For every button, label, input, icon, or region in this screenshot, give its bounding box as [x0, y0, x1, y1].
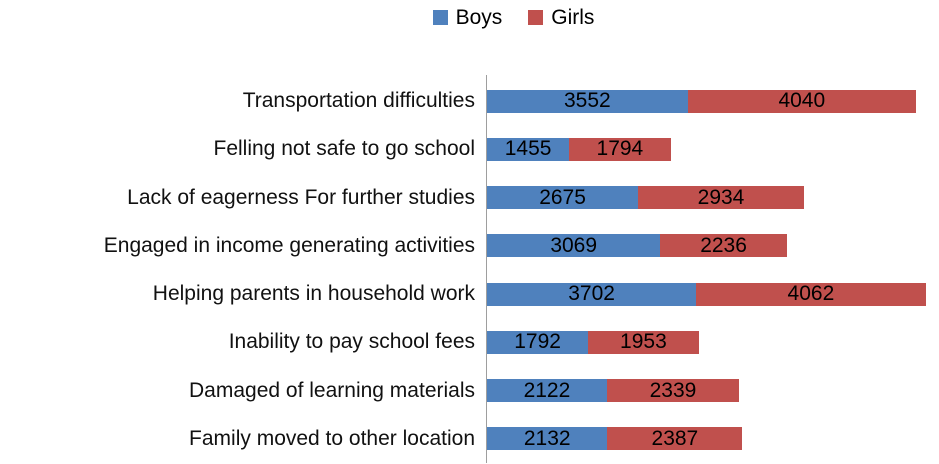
bar-segment-boys: 3702 — [487, 282, 697, 306]
category-label: Transportation difficulties — [242, 89, 475, 113]
bar-segment-boys: 3069 — [487, 233, 661, 258]
bar-track: 3069 2236 — [487, 233, 939, 258]
category-row: Engaged in income generating activities … — [0, 222, 939, 270]
category-label: Helping parents in household work — [152, 282, 475, 306]
bar-value-label: 2122 — [523, 378, 571, 402]
plot-area: Transportation difficulties 3552 4040 Fel… — [0, 77, 939, 463]
bar-value-label: 2934 — [697, 185, 745, 209]
bar-value-label: 1953 — [620, 330, 667, 354]
category-row: Inability to pay school fees 1792 1953 — [0, 318, 939, 366]
bar-track: 1455 1794 — [487, 137, 939, 161]
bar-segment-boys: 1792 — [487, 330, 589, 354]
category-label: Lack of eagerness For further studies — [127, 185, 475, 209]
category-row: Lack of eagerness For further studies 26… — [0, 174, 939, 222]
bar-value-label: 3702 — [568, 282, 615, 306]
bar-segment-boys: 1455 — [487, 137, 570, 161]
category-label: Damaged of learning materials — [189, 378, 475, 402]
category-row: Family moved to other location 2132 2387 — [0, 415, 939, 463]
legend-swatch-icon — [432, 10, 448, 25]
bar-segment-boys: 2675 — [487, 185, 639, 210]
bar-segment-girls: 2934 — [638, 185, 804, 210]
bar-value-label: 2339 — [649, 378, 697, 402]
bar-track: 3552 4040 — [487, 89, 939, 113]
bar-segment-girls: 2236 — [660, 233, 787, 258]
legend-item: Boys — [432, 6, 503, 29]
bar-segment-girls: 1794 — [569, 137, 671, 161]
bar-value-label: 1792 — [514, 330, 561, 354]
category-row: Transportation difficulties 3552 4040 — [0, 77, 939, 125]
category-label: Felling not safe to go school — [213, 137, 476, 161]
bar-segment-girls: 2387 — [607, 426, 743, 451]
bar-value-label: 1794 — [596, 137, 644, 161]
bar-segment-girls: 4062 — [696, 282, 926, 306]
bar-value-label: 4062 — [787, 282, 835, 306]
bar-track: 1792 1953 — [487, 330, 939, 354]
bar-segment-girls: 4040 — [687, 89, 916, 113]
legend: Boys Girls — [88, 7, 939, 28]
bar-value-label: 2387 — [651, 426, 699, 450]
legend-item: Girls — [528, 7, 594, 28]
bar-segment-girls: 1953 — [588, 330, 699, 354]
bar-value-label: 3069 — [550, 233, 598, 257]
category-label: Family moved to other location — [189, 426, 475, 450]
bar-track: 2132 2387 — [487, 426, 939, 451]
legend-label: Girls — [551, 6, 595, 29]
category-row: Felling not safe to go school 1455 1794 — [0, 125, 939, 173]
bar-segment-boys: 2132 — [487, 426, 608, 451]
bar-segment-boys: 2122 — [487, 378, 607, 403]
bar-value-label: 2236 — [700, 233, 747, 257]
bar-track: 2122 2339 — [487, 378, 939, 403]
bar-value-label: 2132 — [523, 426, 571, 450]
legend-swatch-icon — [528, 10, 544, 25]
y-axis-line — [486, 75, 487, 463]
bar-track: 2675 2934 — [487, 185, 939, 210]
bar-value-label: 2675 — [539, 185, 586, 209]
bar-segment-boys: 3552 — [487, 89, 688, 113]
category-label: Engaged in income generating activities — [103, 233, 475, 257]
bar-segment-girls: 2339 — [606, 378, 740, 403]
bar-track: 3702 4062 — [487, 282, 939, 306]
category-label: Inability to pay school fees — [228, 330, 475, 354]
bar-value-label: 3552 — [563, 89, 611, 113]
bar-value-label: 4040 — [778, 89, 826, 113]
category-row: Helping parents in household work 3702 40… — [0, 270, 939, 318]
legend-label: Boys — [455, 6, 503, 29]
bar-value-label: 1455 — [504, 137, 552, 161]
category-row: Damaged of learning materials 2122 2339 — [0, 367, 939, 415]
